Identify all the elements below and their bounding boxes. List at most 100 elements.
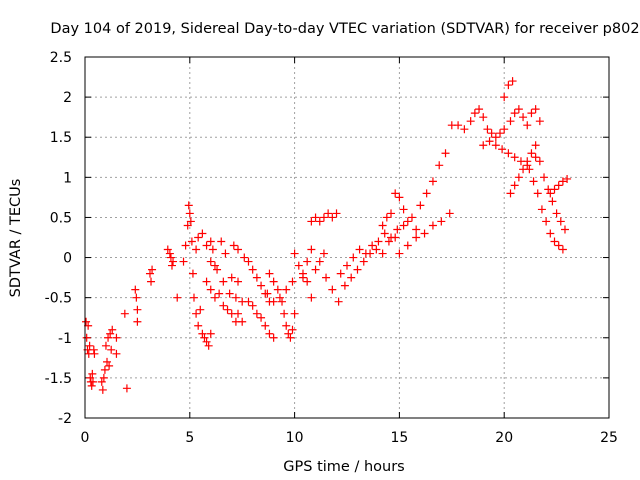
data-point xyxy=(535,157,544,166)
data-point xyxy=(535,117,544,126)
data-point xyxy=(103,357,112,366)
data-point xyxy=(556,217,565,226)
data-point xyxy=(132,293,141,302)
data-point xyxy=(101,341,110,350)
data-point xyxy=(221,249,230,258)
data-point xyxy=(196,305,205,314)
data-point xyxy=(324,209,333,218)
data-point xyxy=(99,373,108,382)
data-point xyxy=(399,221,408,230)
data-point xyxy=(407,213,416,222)
data-point xyxy=(275,293,284,302)
data-point xyxy=(244,257,253,266)
data-point xyxy=(332,209,341,218)
data-point xyxy=(210,261,219,270)
data-point xyxy=(523,121,532,130)
data-point xyxy=(380,229,389,238)
data-point xyxy=(558,245,567,254)
data-point xyxy=(510,181,519,190)
x-tick-label: 25 xyxy=(600,430,618,446)
data-point xyxy=(403,217,412,226)
data-point xyxy=(265,329,274,338)
data-point xyxy=(504,81,513,90)
data-point xyxy=(185,209,194,218)
y-tick-label: 2.5 xyxy=(50,50,72,66)
data-point xyxy=(133,305,142,314)
data-point xyxy=(374,237,383,246)
data-point xyxy=(487,129,496,138)
data-point xyxy=(395,249,404,258)
data-point xyxy=(286,333,295,342)
y-tick-label: 1.5 xyxy=(50,130,72,146)
data-point xyxy=(105,361,114,370)
data-point xyxy=(210,293,219,302)
data-point xyxy=(336,269,345,278)
data-point xyxy=(349,253,358,262)
data-point xyxy=(208,245,217,254)
data-point xyxy=(234,277,243,286)
data-point xyxy=(288,325,297,334)
data-point xyxy=(282,285,291,294)
data-point xyxy=(227,273,236,282)
data-point xyxy=(244,297,253,306)
data-point xyxy=(537,205,546,214)
data-point xyxy=(445,209,454,218)
data-point xyxy=(378,249,387,258)
data-point xyxy=(540,173,549,182)
data-point xyxy=(194,233,203,242)
data-point xyxy=(86,373,95,382)
y-tick-label: 1 xyxy=(63,170,72,186)
data-point xyxy=(257,313,266,322)
data-point xyxy=(531,141,540,150)
data-point xyxy=(466,117,475,126)
data-point xyxy=(219,277,228,286)
data-point xyxy=(491,141,500,150)
data-point xyxy=(558,177,567,186)
data-point xyxy=(181,241,190,250)
data-point xyxy=(269,277,278,286)
data-point xyxy=(238,317,247,326)
data-point xyxy=(165,249,174,258)
data-point xyxy=(131,285,140,294)
chart-title: Day 104 of 2019, Sidereal Day-to-day VTE… xyxy=(50,21,639,37)
data-point xyxy=(560,225,569,234)
data-point xyxy=(498,145,507,154)
data-point xyxy=(82,333,91,342)
data-point xyxy=(120,309,129,318)
data-point xyxy=(391,189,400,198)
x-tick-label: 15 xyxy=(390,430,408,446)
data-point xyxy=(319,249,328,258)
data-point xyxy=(284,329,293,338)
data-point xyxy=(399,205,408,214)
data-point xyxy=(506,117,515,126)
data-point xyxy=(183,221,192,230)
data-point xyxy=(403,241,412,250)
data-marks xyxy=(82,77,572,394)
data-point xyxy=(542,217,551,226)
data-point xyxy=(510,153,519,162)
data-point xyxy=(315,217,324,226)
data-point xyxy=(343,261,351,270)
data-point xyxy=(506,189,515,198)
data-point xyxy=(550,237,559,246)
data-point xyxy=(395,193,404,202)
data-point xyxy=(269,297,278,306)
data-point xyxy=(307,245,316,254)
data-point xyxy=(217,237,226,246)
data-point xyxy=(179,257,188,266)
data-point xyxy=(206,257,215,266)
data-point xyxy=(98,385,107,394)
data-point xyxy=(97,377,106,386)
data-point xyxy=(470,109,479,118)
y-tick-label: 2 xyxy=(63,90,72,106)
data-point xyxy=(269,333,278,342)
data-point xyxy=(378,221,387,230)
x-tick-label: 10 xyxy=(286,430,304,446)
data-point xyxy=(257,281,266,290)
data-point xyxy=(163,245,172,254)
data-point xyxy=(546,229,555,238)
data-point xyxy=(479,141,488,150)
data-point xyxy=(202,337,211,346)
data-point xyxy=(112,333,121,342)
data-point xyxy=(273,285,282,294)
